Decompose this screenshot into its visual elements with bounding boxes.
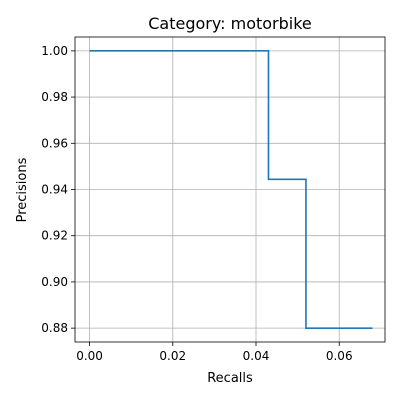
x-tick-label: 0.02 — [159, 349, 186, 363]
y-tick-label: 0.88 — [41, 321, 68, 335]
y-axis-ticks: 0.88 0.90 0.92 0.94 0.96 0.98 1.00 — [41, 44, 75, 335]
y-tick-label: 0.96 — [41, 136, 68, 150]
x-axis-ticks: 0.00 0.02 0.04 0.06 — [76, 342, 353, 363]
pr-curve-line — [89, 50, 373, 329]
y-axis-label: Precisions — [15, 157, 30, 222]
y-tick-label: 0.98 — [41, 90, 68, 104]
x-axis-label: Recalls — [207, 371, 253, 386]
y-tick-label: 1.00 — [41, 44, 68, 58]
series-layer — [89, 50, 373, 329]
y-tick-label: 0.94 — [41, 183, 68, 197]
y-tick-label: 0.90 — [41, 275, 68, 289]
x-tick-label: 0.04 — [243, 349, 270, 363]
chart-title: Category: motorbike — [148, 14, 312, 33]
x-tick-label: 0.00 — [76, 349, 103, 363]
y-tick-label: 0.92 — [41, 229, 68, 243]
x-tick-label: 0.06 — [326, 349, 353, 363]
